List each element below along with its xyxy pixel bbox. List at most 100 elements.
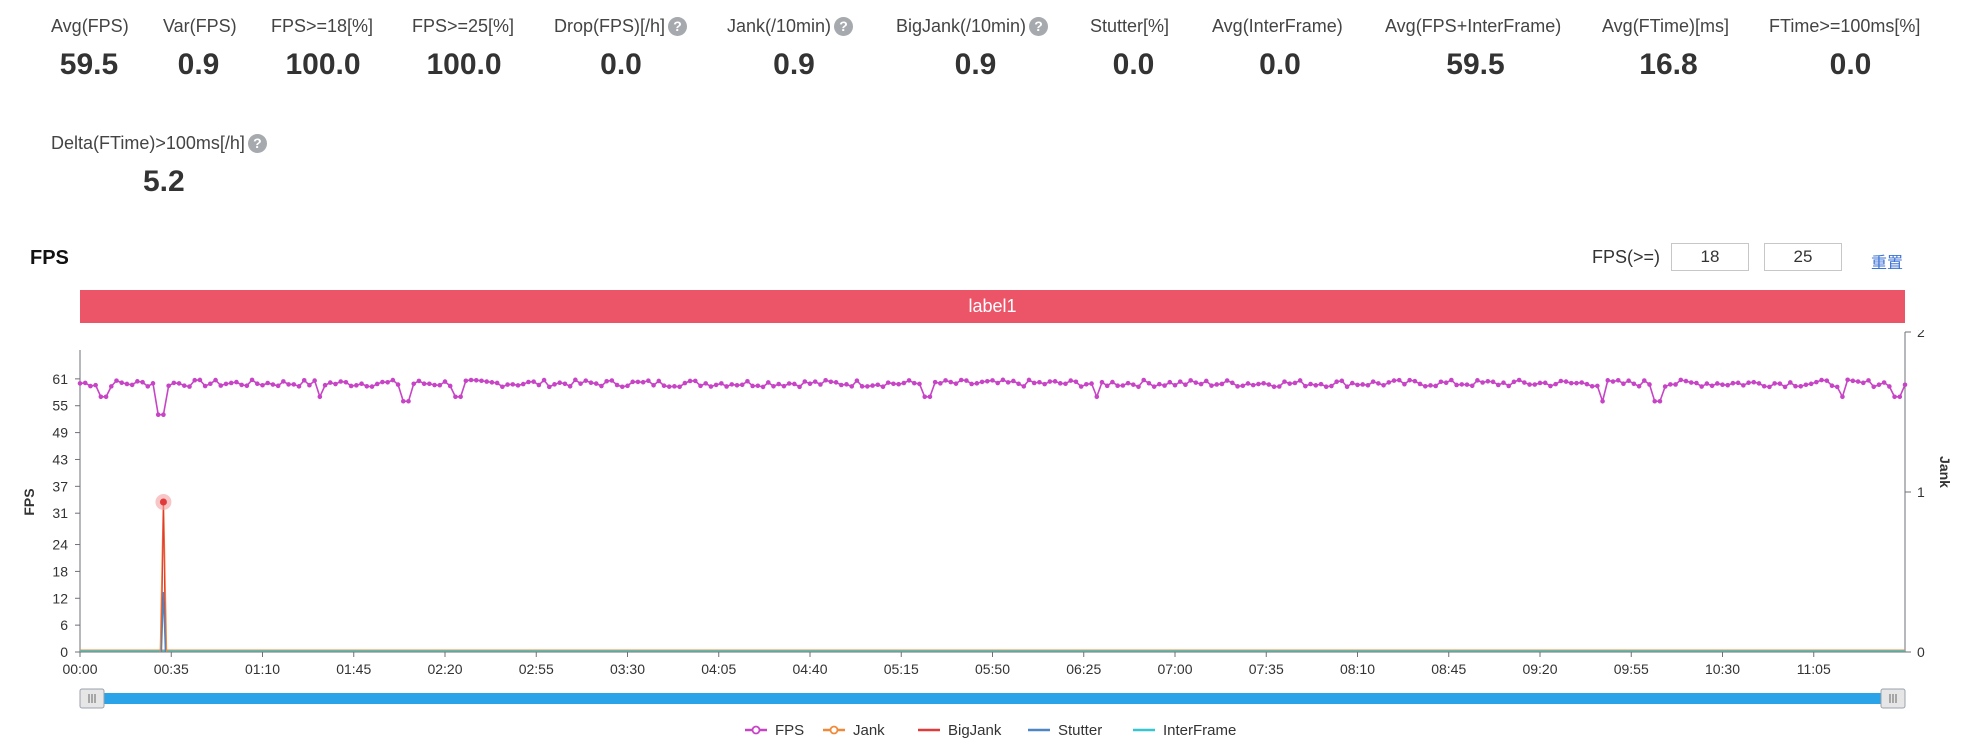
fps-point — [661, 383, 667, 389]
fps-point — [1678, 377, 1684, 383]
range-slider[interactable] — [79, 688, 1906, 709]
fps-markers — [77, 377, 1908, 417]
fps-point — [1720, 382, 1725, 388]
fps-point — [948, 379, 954, 385]
fps-point — [713, 382, 719, 388]
fps-point — [625, 383, 630, 389]
legend-item-bigjank[interactable]: BigJank — [918, 722, 1002, 739]
fps-point — [1443, 380, 1449, 386]
fps-point — [1855, 379, 1861, 384]
fps-point — [1063, 381, 1068, 387]
fps-threshold-high-input[interactable] — [1764, 243, 1842, 271]
stat-label-text: FTime>=100ms[%] — [1769, 15, 1921, 36]
fps-point — [281, 379, 286, 384]
fps-point — [765, 380, 771, 385]
fps-point — [1589, 384, 1595, 389]
fps-point — [1141, 377, 1147, 383]
fps-point — [98, 394, 104, 400]
fps-point — [1323, 384, 1329, 389]
fps-point — [1203, 378, 1209, 384]
fps-point — [213, 377, 218, 383]
reset-button[interactable]: 重置 — [1871, 255, 1904, 272]
fps-point — [1256, 381, 1261, 387]
stat-label: Avg(InterFrame) — [1212, 14, 1348, 38]
fps-threshold-low-input[interactable] — [1671, 243, 1749, 271]
fps-point — [583, 378, 589, 383]
fps-point — [1136, 384, 1141, 390]
fps-point — [1230, 380, 1235, 386]
legend-item-interframe[interactable]: InterFrame — [1133, 722, 1236, 739]
y-tick-label: 43 — [52, 451, 68, 467]
fps-point — [463, 378, 469, 384]
help-icon[interactable]: ? — [834, 16, 854, 36]
fps-point — [677, 384, 682, 390]
fps-point — [1052, 379, 1058, 384]
fps-point — [1683, 378, 1689, 384]
fps-point — [1125, 380, 1131, 386]
legend-item-jank[interactable]: Jank — [823, 722, 885, 739]
fps-point — [990, 378, 995, 383]
fps-point — [411, 381, 417, 387]
help-icon[interactable]: ? — [1029, 16, 1049, 36]
help-icon[interactable]: ? — [668, 16, 688, 36]
fps-point — [599, 383, 604, 389]
fps-point — [155, 412, 161, 417]
fps-point — [166, 383, 171, 389]
legend-item-stutter[interactable]: Stutter — [1028, 722, 1102, 739]
fps-point — [557, 380, 563, 386]
y-tick-label: 37 — [52, 478, 68, 494]
fps-point — [223, 381, 229, 387]
label-band[interactable]: label1 — [80, 290, 1905, 323]
stat-card: Avg(FTime)[ms] 16.8 — [1602, 14, 1735, 84]
fps-point — [1641, 378, 1647, 383]
fps-point — [181, 383, 187, 388]
fps-point — [1120, 383, 1126, 388]
fps-point — [828, 379, 834, 385]
stat-label: Avg(FPS+InterFrame) — [1385, 14, 1566, 38]
stat-label: Avg(FPS) — [51, 14, 129, 38]
stat-card: FPS>=25[%] 100.0 — [412, 14, 516, 84]
fps-point — [1308, 381, 1313, 387]
fps-point — [1673, 382, 1678, 387]
fps-point — [1777, 381, 1783, 386]
fps-point — [1595, 383, 1600, 389]
fps-point — [1422, 384, 1428, 389]
fps-point — [1224, 378, 1230, 383]
help-icon[interactable]: ? — [247, 133, 267, 153]
fps-point — [437, 382, 443, 388]
fps-point — [849, 384, 855, 389]
stat-label: Drop(FPS)[/h]? — [554, 14, 688, 38]
legend-label: Stutter — [1058, 722, 1102, 739]
x-tick-label: 00:00 — [62, 661, 97, 677]
fps-point — [1261, 380, 1266, 386]
fps-point — [692, 378, 698, 384]
x-tick-label: 04:05 — [701, 661, 736, 677]
fps-point — [698, 383, 703, 389]
y2-tick-label: 1 — [1917, 484, 1925, 500]
stat-label-text: BigJank(/10min) — [896, 15, 1027, 36]
fps-point — [776, 381, 782, 387]
slider-track — [90, 693, 1895, 704]
fps-point — [651, 382, 656, 388]
legend-item-fps[interactable]: FPS — [745, 722, 804, 739]
stat-card: FPS>=18[%] 100.0 — [271, 14, 375, 84]
fps-point — [838, 382, 844, 388]
fps-point — [1183, 382, 1188, 388]
x-tick-label: 03:30 — [610, 661, 645, 677]
fps-point — [1344, 384, 1350, 390]
x-tick-label: 01:10 — [245, 661, 280, 677]
fps-point — [1626, 378, 1631, 384]
y2-axis-title: Jank — [1937, 456, 1953, 488]
fps-point — [208, 381, 213, 387]
fps-point — [1078, 384, 1084, 389]
fps-point — [1209, 383, 1214, 388]
fps-point — [145, 384, 151, 389]
fps-point — [1016, 381, 1021, 387]
fps-point — [1840, 394, 1845, 400]
fps-point — [1376, 381, 1381, 386]
fps-point — [1485, 378, 1491, 384]
fps-point — [161, 412, 166, 417]
fps-point — [1605, 378, 1611, 383]
stat-card: Avg(FPS) 59.5 — [51, 14, 129, 84]
fps-point — [197, 377, 203, 383]
